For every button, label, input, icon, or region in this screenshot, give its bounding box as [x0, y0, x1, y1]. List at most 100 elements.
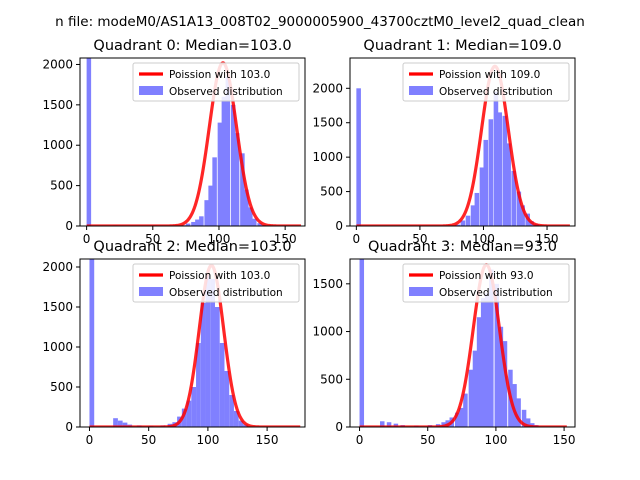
- histogram-bar: [512, 384, 517, 427]
- y-tick-label: 1000: [312, 150, 343, 164]
- histogram-bar: [474, 192, 480, 226]
- plot-area: [85, 58, 302, 226]
- histogram-bar: [195, 219, 200, 226]
- plot-area: [358, 259, 568, 427]
- histogram-bar: [393, 423, 399, 427]
- y-tick-label: 2000: [42, 260, 73, 274]
- y-tick-label: 1500: [312, 116, 343, 130]
- poisson-curve: [85, 61, 302, 226]
- legend: Poission with 103.0 Observed distribution: [132, 263, 300, 303]
- x-tick-label: 0: [86, 433, 94, 447]
- histogram-bar: [525, 418, 531, 427]
- x-tick-label: 100: [196, 433, 219, 447]
- histogram-bar: [233, 411, 239, 427]
- x-tick-label: 0: [83, 232, 91, 246]
- y-tick-label: 1000: [42, 138, 73, 152]
- histogram-bar: [386, 422, 392, 427]
- histogram-bar: [516, 191, 522, 226]
- histogram-bar: [511, 170, 517, 226]
- histogram-bar: [117, 420, 123, 427]
- histogram-bar: [244, 189, 249, 226]
- legend: Poission with 103.0 Observed distribution: [132, 62, 300, 102]
- y-tick-label: 2000: [42, 57, 73, 71]
- x-tick-label: 100: [472, 232, 495, 246]
- histogram-bar: [200, 303, 206, 427]
- y-tick-label: 1500: [42, 300, 73, 314]
- histogram-bar: [204, 200, 209, 226]
- histogram-bar: [502, 341, 508, 427]
- histogram-bar: [238, 420, 244, 427]
- histogram-bar: [483, 139, 489, 226]
- poisson-curve: [355, 64, 571, 226]
- histogram-bar: [470, 205, 476, 226]
- histogram-bar: [217, 122, 223, 226]
- histogram-bar: [89, 259, 95, 427]
- legend-box: [402, 62, 570, 102]
- histogram-bar: [225, 76, 231, 226]
- histogram-bar: [240, 153, 245, 226]
- histogram-bar: [520, 205, 525, 226]
- histogram-bar: [460, 220, 466, 226]
- histogram-bar: [463, 393, 468, 427]
- subplot-title: Quadrant 0: Median=103.0: [93, 38, 291, 54]
- legend-swatch-observed: [409, 287, 433, 296]
- y-tick-label: 500: [50, 380, 73, 394]
- histogram-bar: [498, 326, 504, 427]
- histogram-bar: [455, 224, 461, 226]
- x-tick-label: 0: [356, 433, 364, 447]
- y-tick-label: 0: [65, 420, 73, 434]
- histogram-bar: [229, 395, 234, 427]
- legend-label-observed: Observed distribution: [439, 86, 553, 98]
- legend-label-poisson: Poission with 103.0: [169, 69, 270, 81]
- histogram-bar: [455, 412, 460, 427]
- histogram-bar: [221, 96, 227, 226]
- histogram-bar: [521, 409, 527, 427]
- histogram-bar: [506, 143, 511, 226]
- x-tick-label: 50: [420, 433, 435, 447]
- y-tick-label: 500: [50, 179, 73, 193]
- x-tick-label: 150: [256, 433, 279, 447]
- histogram-bar: [480, 298, 486, 427]
- histogram-bar: [219, 343, 225, 427]
- histogram-bar: [472, 350, 478, 427]
- histogram-bar: [196, 343, 201, 427]
- y-tick-label: 500: [320, 372, 343, 386]
- y-tick-label: 1000: [312, 325, 343, 339]
- histogram-bar: [186, 400, 192, 427]
- histogram-bar: [212, 157, 217, 226]
- histogram-bar: [199, 216, 204, 226]
- histogram-bar: [210, 279, 215, 427]
- legend-label-observed: Observed distribution: [439, 287, 553, 299]
- x-tick-label: 50: [141, 433, 156, 447]
- y-tick-label: 1500: [312, 277, 343, 291]
- histogram-bar: [252, 218, 257, 226]
- legend-label-poisson: Poission with 103.0: [169, 270, 270, 282]
- subplot-title: Quadrant 2: Median=103.0: [93, 239, 291, 255]
- histogram-bar: [359, 259, 365, 427]
- legend-swatch-observed: [139, 86, 163, 95]
- histogram-bar: [208, 185, 213, 226]
- y-tick-label: 0: [335, 219, 343, 233]
- plot-area: [355, 64, 571, 226]
- histogram-bar: [248, 207, 253, 226]
- legend-label-poisson: Poission with 93.0: [439, 270, 534, 282]
- subplot-title: Quadrant 1: Median=109.0: [363, 38, 561, 54]
- histogram-bar: [86, 58, 92, 226]
- x-tick-label: 150: [274, 232, 297, 246]
- legend-label-poisson: Poission with 109.0: [439, 69, 540, 81]
- axes-frame: [79, 57, 306, 227]
- legend-label-observed: Observed distribution: [169, 86, 283, 98]
- histogram-bar: [185, 223, 191, 226]
- x-tick-label: 0: [353, 232, 361, 246]
- histogram-bar: [191, 221, 196, 226]
- y-tick-label: 2000: [312, 81, 343, 95]
- x-tick-label: 50: [145, 232, 160, 246]
- histogram-bar: [494, 283, 500, 427]
- histogram-bar: [497, 112, 503, 226]
- legend-box: [402, 263, 570, 303]
